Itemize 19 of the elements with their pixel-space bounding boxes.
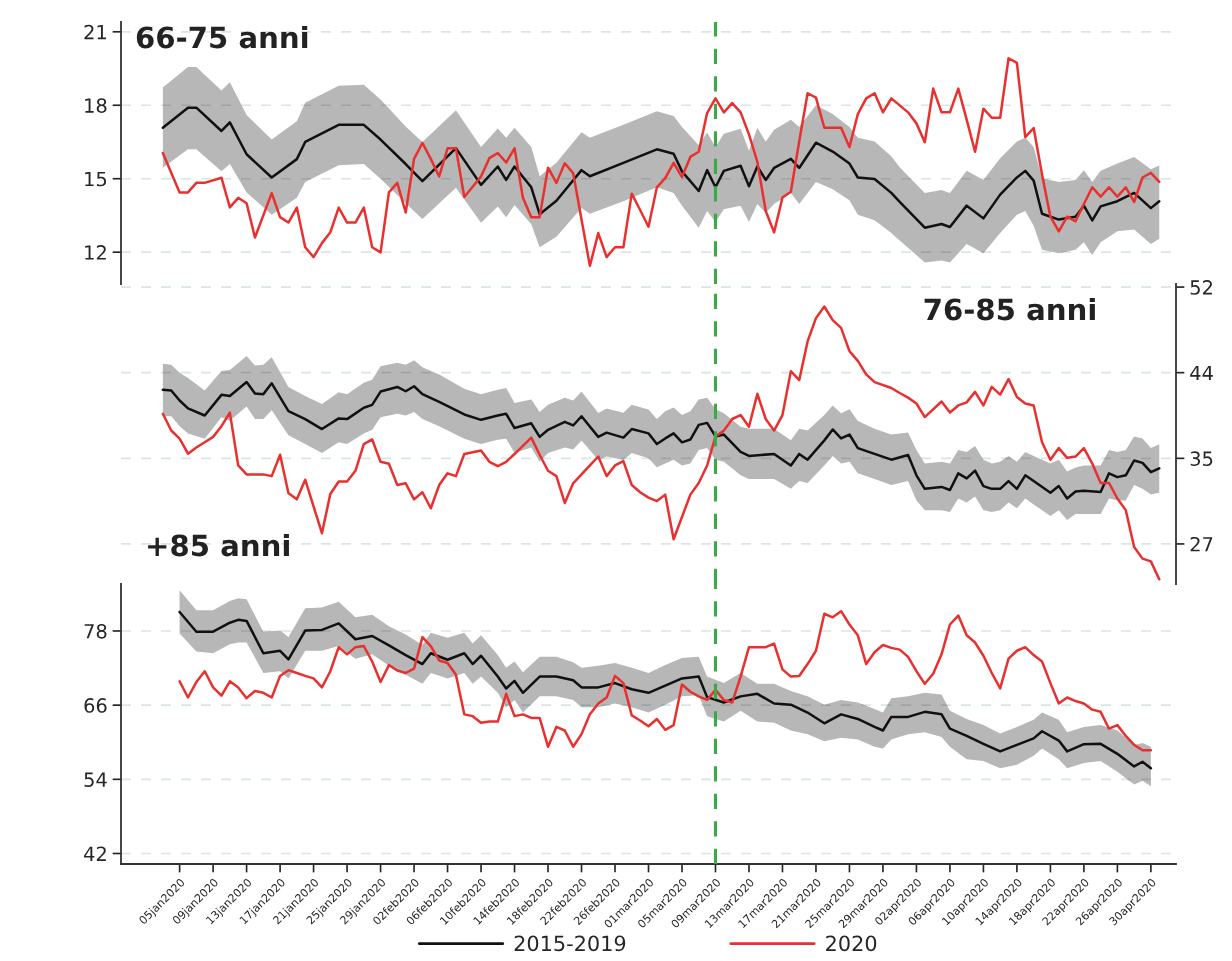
- y-tick-label: 42: [84, 846, 106, 861]
- legend-label: 2015-2019: [514, 935, 626, 952]
- y-tick-label: 54: [84, 772, 107, 787]
- y2-tick-label: 52: [1190, 280, 1212, 295]
- y2-tick-label: 27: [1190, 536, 1213, 552]
- y-tick-label: 66: [84, 698, 107, 713]
- line-series: [161, 380, 1161, 500]
- chart-title: 66-75 anni: [136, 25, 308, 49]
- chart-title: 76-85 anni: [924, 297, 1095, 321]
- y-tick-label: 21: [84, 24, 107, 40]
- y-tick-label: 12: [85, 245, 106, 260]
- y2-tick-label: 44: [1190, 365, 1213, 381]
- line-series: [161, 106, 1161, 229]
- chart-title: +85 anni: [148, 533, 289, 557]
- y2-tick-label: 35: [1190, 451, 1213, 467]
- y-tick-label: 15: [85, 171, 107, 187]
- legend-label: 2020: [826, 935, 877, 952]
- y-tick-label: 18: [85, 98, 107, 113]
- y-tick-label: 78: [84, 623, 107, 639]
